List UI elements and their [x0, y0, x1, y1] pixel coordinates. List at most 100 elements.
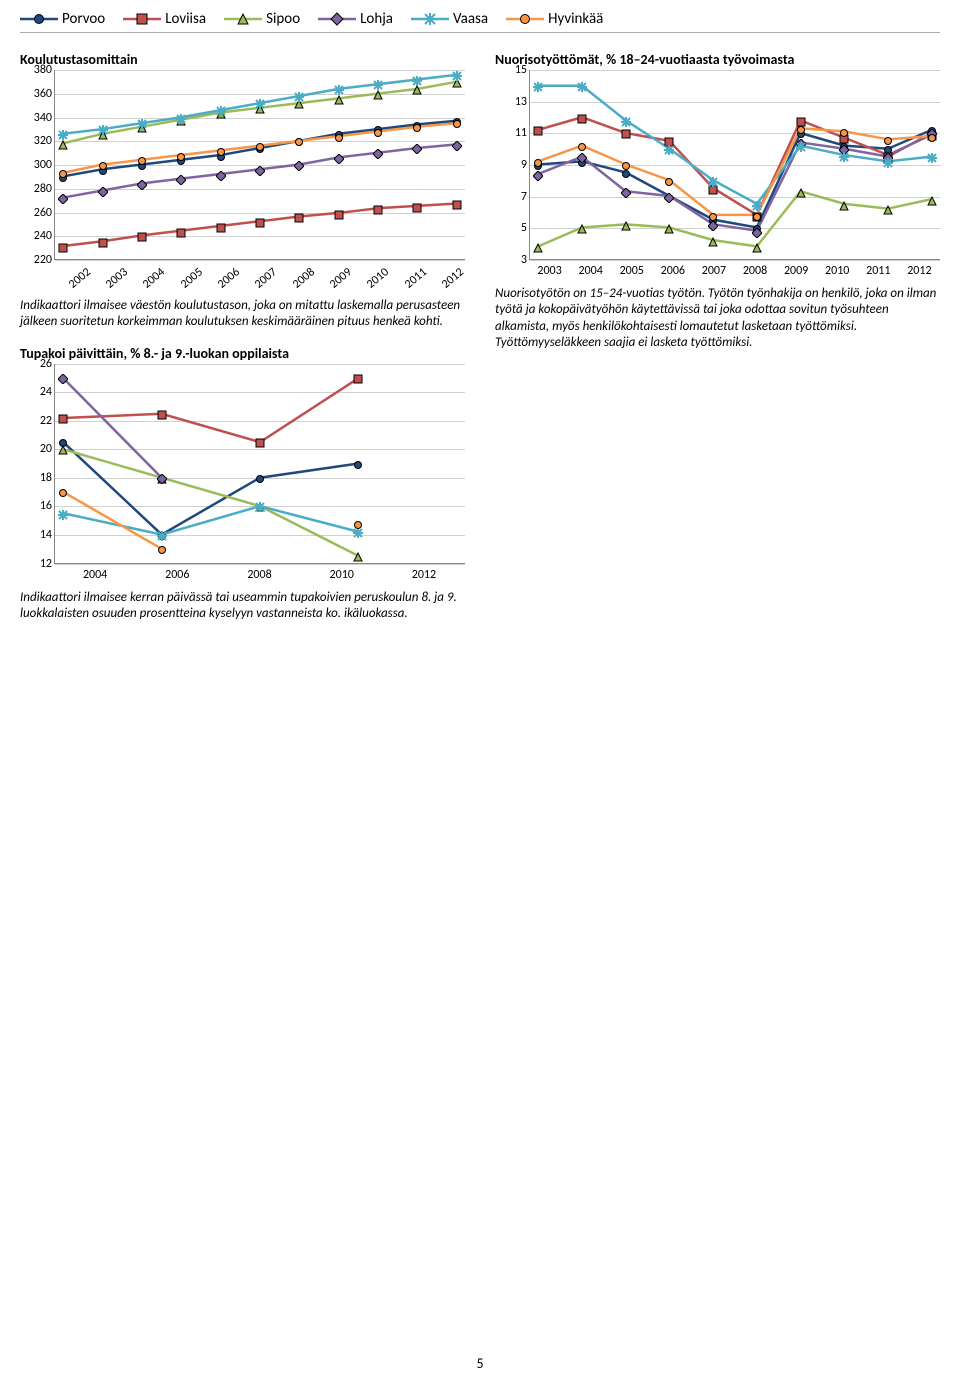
series-marker — [157, 473, 167, 483]
series-marker — [216, 105, 226, 115]
y-tick-label: 14 — [22, 528, 52, 542]
y-tick-label: 300 — [22, 158, 52, 172]
y-axis: 1214161820222426 — [20, 364, 54, 564]
series-marker — [621, 187, 631, 197]
x-tick-label: 2008 — [734, 264, 775, 278]
series-marker — [137, 179, 147, 189]
y-tick-label: 12 — [22, 557, 52, 571]
legend-label: Sipoo — [266, 10, 300, 28]
series-marker — [98, 237, 108, 247]
series-marker — [373, 127, 383, 137]
series-marker — [883, 157, 893, 167]
series-marker — [412, 84, 422, 94]
series-marker — [255, 165, 265, 175]
series-marker — [577, 113, 587, 123]
legend-swatch — [123, 12, 161, 26]
marker-layer — [55, 364, 465, 563]
series-marker — [752, 211, 762, 221]
x-tick-label: 2012 — [899, 264, 940, 278]
series-marker — [708, 220, 718, 230]
series-marker — [708, 176, 718, 186]
y-tick-label: 3 — [497, 253, 527, 267]
gridline — [55, 564, 465, 565]
series-marker — [452, 140, 462, 150]
series-marker — [216, 170, 226, 180]
series-marker — [58, 129, 68, 139]
series-marker — [533, 242, 543, 252]
series-marker — [98, 124, 108, 134]
series-marker — [796, 124, 806, 134]
series-marker — [533, 125, 543, 135]
x-tick-label: 2006 — [652, 264, 693, 278]
gridline — [530, 260, 940, 261]
series-marker — [58, 509, 68, 519]
series-marker — [708, 236, 718, 246]
series-marker — [176, 174, 186, 184]
x-tick-label: 2008 — [218, 568, 300, 582]
y-tick-label: 340 — [22, 111, 52, 125]
x-tick-label: 2008 — [278, 264, 315, 290]
series-marker — [577, 141, 587, 151]
series-marker — [752, 227, 762, 237]
series-marker — [452, 70, 462, 80]
x-tick-label: 2006 — [203, 264, 240, 290]
series-marker — [294, 136, 304, 146]
x-tick-label: 2011 — [390, 264, 427, 290]
legend-label: Porvoo — [62, 10, 105, 28]
series-marker — [412, 143, 422, 153]
y-tick-label: 220 — [22, 253, 52, 267]
series-marker — [883, 135, 893, 145]
series-marker — [796, 187, 806, 197]
chart-koulutus: 220240260280300320340360380 — [20, 70, 465, 260]
series-marker — [708, 211, 718, 221]
series-marker — [58, 487, 68, 497]
series-marker — [621, 160, 631, 170]
x-tick-label: 2012 — [383, 568, 465, 582]
series-marker — [577, 152, 587, 162]
series-marker — [58, 242, 68, 252]
series-marker — [157, 530, 167, 540]
series-marker — [334, 84, 344, 94]
y-axis: 3579111315 — [495, 70, 529, 260]
series-marker — [577, 223, 587, 233]
x-tick-label: 2010 — [353, 264, 390, 290]
chart-tupakoi: 1214161820222426 — [20, 364, 465, 564]
series-marker — [373, 204, 383, 214]
series-marker — [796, 141, 806, 151]
series-marker — [58, 193, 68, 203]
series-marker — [664, 144, 674, 154]
series-marker — [216, 222, 226, 232]
series-marker — [137, 231, 147, 241]
series-marker — [353, 519, 363, 529]
series-marker — [373, 148, 383, 158]
y-tick-label: 280 — [22, 182, 52, 196]
series-marker — [334, 94, 344, 104]
x-axis: 2003200420052006200720082009201020112012 — [529, 264, 940, 278]
x-tick-label: 2010 — [817, 264, 858, 278]
series-marker — [255, 217, 265, 227]
y-tick-label: 26 — [22, 357, 52, 371]
series-marker — [294, 212, 304, 222]
chart-desc-tupakoi: Indikaattori ilmaisee kerran päivässä ta… — [20, 590, 465, 623]
y-tick-label: 24 — [22, 385, 52, 399]
y-tick-label: 9 — [497, 158, 527, 172]
series-marker — [412, 202, 422, 212]
plot-area — [54, 364, 465, 564]
y-tick-label: 16 — [22, 499, 52, 513]
series-marker — [255, 141, 265, 151]
series-marker — [839, 200, 849, 210]
x-tick-label: 2011 — [858, 264, 899, 278]
series-marker — [839, 151, 849, 161]
x-tick-label: 2009 — [316, 264, 353, 290]
series-marker — [621, 220, 631, 230]
legend-label: Loviisa — [165, 10, 206, 28]
series-marker — [621, 128, 631, 138]
series-marker — [334, 153, 344, 163]
x-tick-label: 2003 — [529, 264, 570, 278]
y-tick-label: 320 — [22, 134, 52, 148]
series-marker — [664, 176, 674, 186]
series-marker — [452, 199, 462, 209]
legend: PorvooLoviisaSipooLohjaVaasaHyvinkää — [20, 10, 940, 33]
x-tick-label: 2010 — [301, 568, 383, 582]
gridline — [55, 260, 465, 261]
